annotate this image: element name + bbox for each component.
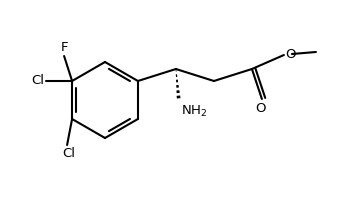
Text: NH$_2$: NH$_2$ [181,104,207,119]
Text: F: F [60,41,68,54]
Text: O: O [256,102,266,115]
Text: Cl: Cl [31,74,44,88]
Text: Cl: Cl [62,147,76,160]
Text: O: O [285,48,295,60]
